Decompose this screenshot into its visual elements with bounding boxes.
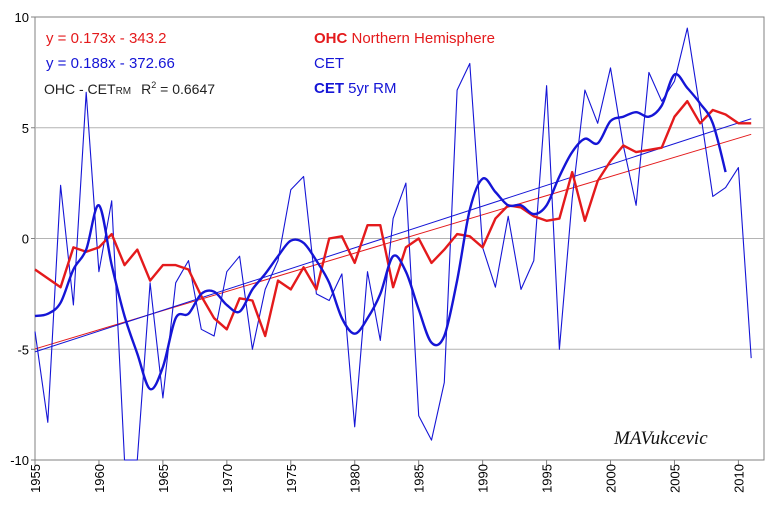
signature: MAVukcevic <box>613 428 708 449</box>
x-tick-label-1975: 1975 <box>284 464 299 493</box>
x-tick-label-1985: 1985 <box>412 464 427 493</box>
x-tick-label-1955: 1955 <box>28 464 43 493</box>
r2-sub: RM <box>116 86 132 97</box>
series-ohc <box>34 99 752 338</box>
x-tick-label-2005: 2005 <box>667 464 682 493</box>
legend-ohc-bold: OHC <box>314 30 348 47</box>
y-tick-label--5: -5 <box>17 342 29 357</box>
x-tick-label-2000: 2000 <box>604 464 619 493</box>
x-tick-label-1970: 1970 <box>220 464 235 493</box>
r2-r: R <box>141 81 151 97</box>
y-tick-label--10: -10 <box>10 453 29 468</box>
equation-cet: y = 0.188x - 372.66 <box>46 55 175 72</box>
series-cet-5yr-rm <box>34 72 727 391</box>
r2-value: = 0.6647 <box>156 81 215 97</box>
series-cet <box>34 27 752 461</box>
x-tick-label-1965: 1965 <box>156 464 171 493</box>
r-squared-label: OHC - CETRM R2 = 0.6647 <box>44 80 215 97</box>
legend-cet-rm-bold: CET <box>314 80 344 97</box>
series-lines <box>34 27 752 461</box>
y-tick-label-10: 10 <box>15 10 29 25</box>
grid-lines <box>35 127 764 350</box>
equation-ohc: y = 0.173x - 343.2 <box>46 30 167 47</box>
legend-ohc-rest: Northern Hemisphere <box>347 30 495 47</box>
y-axis-ticks: -10 -5 0 5 10 <box>10 10 35 468</box>
x-tick-label-1995: 1995 <box>540 464 555 493</box>
x-axis-ticks: 1955 1960 1965 1970 1975 1980 1985 1990 1995 2000… <box>28 460 746 493</box>
legend-cet: CET <box>314 55 344 72</box>
trend-cet-line <box>34 118 752 353</box>
x-tick-label-1990: 1990 <box>476 464 491 493</box>
legend-ohc: OHC Northern Hemisphere <box>314 30 495 47</box>
legend-cet-rm: CET 5yr RM <box>314 80 397 97</box>
y-tick-label-5: 5 <box>22 121 29 136</box>
x-tick-label-1980: 1980 <box>348 464 363 493</box>
x-tick-label-2010: 2010 <box>731 464 746 493</box>
trend-lines <box>34 118 752 353</box>
legend-cet-rm-rest: 5yr RM <box>344 80 397 97</box>
r2-prefix: OHC - CET <box>44 81 116 97</box>
r2-sup: 2 <box>151 80 156 90</box>
x-tick-label-1960: 1960 <box>92 464 107 493</box>
y-tick-label-0: 0 <box>22 232 29 247</box>
